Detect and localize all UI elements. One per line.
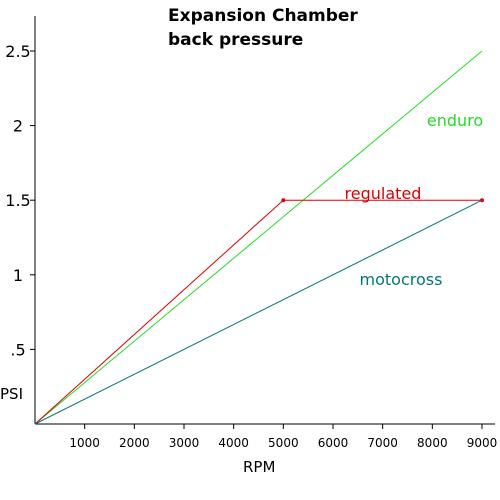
y-tick-label: 2.5 — [5, 42, 30, 61]
x-tick-label: 2000 — [119, 436, 150, 450]
series-label-motocross: motocross — [360, 270, 443, 289]
series-line-motocross — [34, 199, 483, 425]
chart-title-line-2: back pressure — [168, 30, 303, 50]
x-tick-label: 3000 — [169, 436, 200, 450]
y-tick-label: 1.5 — [5, 191, 30, 210]
x-tick-label: 6000 — [318, 436, 349, 450]
series-line-enduro — [34, 50, 483, 425]
x-tick-label: 7000 — [367, 436, 398, 450]
y-tick-label: 2 — [13, 117, 23, 136]
y-tick-label: 1 — [13, 266, 23, 285]
series-label-regulated: regulated — [345, 184, 422, 203]
series-labels: enduro regulated motocross — [345, 111, 484, 289]
series-label-enduro: enduro — [427, 111, 483, 130]
y-axis-label: PSI — [0, 385, 23, 403]
x-tick-label: 1000 — [69, 436, 100, 450]
x-tick-label: 8000 — [417, 436, 448, 450]
axes — [34, 16, 495, 425]
x-tick-label: 4000 — [218, 436, 249, 450]
tick-labels: .5 1 1.5 2 2.5 1000 2000 3000 4000 5000 6000 7000 80… — [5, 42, 497, 450]
y-tick-label: .5 — [10, 340, 25, 359]
x-tick-label: 5000 — [268, 436, 299, 450]
series-point-regulated — [281, 198, 286, 203]
x-tick-label: 9000 — [467, 436, 498, 450]
chart-title-line-1: Expansion Chamber — [168, 6, 358, 26]
x-axis-label: RPM — [243, 458, 275, 476]
series-layer — [34, 50, 484, 425]
